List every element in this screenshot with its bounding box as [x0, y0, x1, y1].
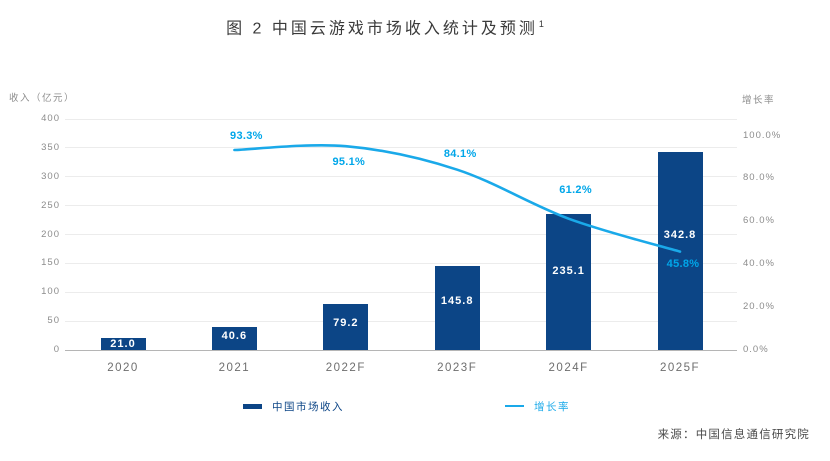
left-tick-label: 400 — [41, 113, 60, 124]
right-tick-label: 20.0% — [743, 300, 775, 312]
baseline — [65, 349, 737, 351]
line-swatch-icon — [505, 405, 524, 407]
left-axis-title: 收入（亿元） — [9, 93, 76, 104]
bar — [546, 214, 592, 350]
source-note: 来源：中国信息通信研究院 — [657, 429, 810, 441]
right-tick-label: 80.0% — [743, 172, 775, 184]
right-tick-label: 100.0% — [743, 129, 782, 141]
bar-value-label: 21.0 — [110, 337, 136, 350]
bar-value-label: 235.1 — [552, 265, 585, 278]
left-tick-label: 50 — [47, 315, 60, 327]
bar-swatch-icon — [243, 403, 262, 409]
bar-value-label: 40.6 — [221, 330, 248, 343]
legend-item-growth: 增长率 — [505, 399, 570, 413]
left-tick-label: 150 — [41, 257, 60, 269]
growth-line — [233, 143, 682, 253]
gridline — [65, 118, 737, 120]
gridline — [65, 291, 737, 293]
category-label: 2022F — [325, 362, 366, 374]
left-tick-label: 350 — [41, 141, 60, 153]
gridline — [65, 320, 737, 322]
title-superscript: 1 — [538, 19, 544, 29]
category-label: 2024F — [548, 362, 589, 374]
bar-value-label: 342.8 — [663, 229, 697, 242]
legend-label-growth: 增长率 — [534, 400, 570, 413]
gridline — [65, 234, 737, 235]
category-label: 2020 — [107, 362, 139, 374]
page-title: 图 2 中国云游戏市场收入统计及预测1 — [0, 13, 770, 40]
left-tick-label: 200 — [41, 228, 60, 240]
bar — [100, 337, 146, 350]
legend-item-revenue: 中国市场收入 — [243, 399, 344, 413]
left-tick-label: 100 — [41, 286, 60, 298]
gridline — [65, 262, 737, 264]
gridline — [65, 205, 737, 207]
category-label: 2021 — [218, 362, 251, 374]
bar-value-label: 145.8 — [440, 295, 474, 308]
bar — [657, 152, 703, 350]
right-tick-label: 60.0% — [743, 215, 775, 227]
right-tick-label: 40.0% — [743, 257, 775, 269]
left-tick-label: 0 — [53, 344, 60, 355]
growth-rate-label: 95.1% — [332, 156, 366, 169]
category-label: 2025F — [659, 362, 701, 374]
chart-title-text: 图 2 中国云游戏市场收入统计及预测 — [226, 20, 538, 38]
bar — [323, 304, 369, 350]
bar-value-label: 79.2 — [333, 317, 359, 330]
gridline — [65, 176, 737, 178]
growth-rate-label: 61.2% — [559, 183, 592, 196]
gridline — [65, 147, 737, 149]
growth-rate-label: 45.8% — [666, 257, 700, 270]
left-tick-label: 300 — [41, 170, 60, 182]
category-label: 2023F — [437, 362, 478, 374]
bar — [211, 326, 257, 350]
right-axis-title: 增长率 — [742, 95, 776, 106]
right-tick-label: 0.0% — [743, 343, 769, 355]
growth-rate-label: 93.3% — [230, 130, 263, 143]
legend-label-revenue: 中国市场收入 — [272, 400, 344, 413]
left-tick-label: 250 — [41, 199, 60, 211]
growth-rate-label: 84.1% — [443, 147, 477, 160]
bar — [434, 265, 480, 350]
